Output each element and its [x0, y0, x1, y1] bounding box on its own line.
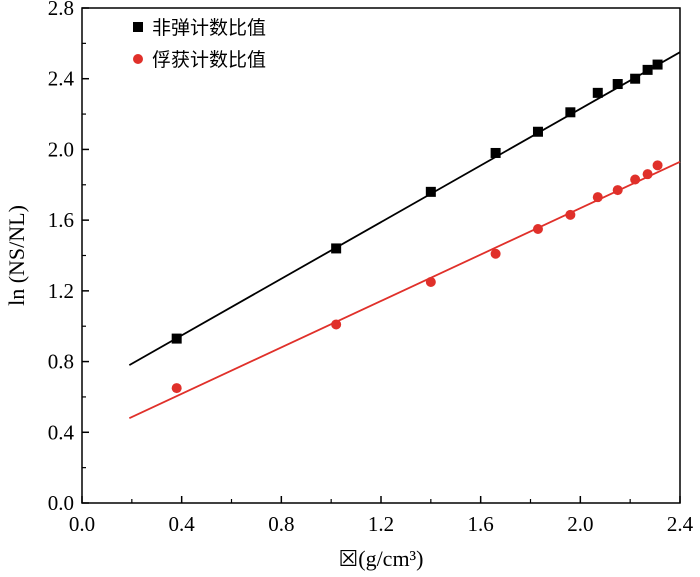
data-point-circle	[490, 248, 501, 259]
x-tick-label: 1.2	[368, 512, 394, 536]
y-tick-label: 2.4	[48, 67, 75, 91]
data-point-square	[592, 87, 603, 98]
legend-label: 非弹计数比值	[152, 17, 266, 39]
data-point-circle	[331, 319, 342, 330]
data-point-square	[565, 107, 576, 118]
data-point-square	[630, 73, 641, 84]
legend-marker-circle	[133, 54, 143, 64]
x-tick-label: 0.4	[169, 512, 196, 536]
data-point-square	[171, 333, 182, 344]
y-tick-label: 2.8	[48, 0, 74, 20]
x-tick-label: 2.0	[567, 512, 593, 536]
x-tick-label: 0.0	[69, 512, 95, 536]
x-tick-label: 2.4	[667, 512, 694, 536]
data-point-circle	[532, 223, 543, 234]
data-point-square	[331, 243, 342, 254]
data-point-circle	[171, 383, 182, 394]
data-point-circle	[592, 192, 603, 203]
data-point-circle	[642, 169, 653, 180]
data-point-square	[612, 79, 623, 90]
y-tick-label: 0.8	[48, 350, 74, 374]
data-point-circle	[612, 185, 623, 196]
x-tick-label: 1.6	[468, 512, 494, 536]
fit-line-1	[128, 160, 681, 419]
fit-line-0	[128, 51, 681, 366]
plot-area-frame	[81, 7, 681, 504]
data-point-circle	[652, 160, 663, 171]
data-point-circle	[630, 174, 641, 185]
axis-ticks: 0.0 0.4 0.8 1.2 1.6 2.0 2.4 0.0 0.4 0.8 1.2 1.6 2.0 2…	[48, 0, 694, 536]
data-point-square	[425, 186, 436, 197]
data-point-circle	[425, 277, 436, 288]
data-points	[171, 59, 663, 394]
data-point-square	[532, 126, 543, 137]
y-tick-label: 1.6	[48, 208, 74, 232]
x-axis-label: ☒(g/cm³)	[339, 546, 424, 571]
y-tick-label: 0.4	[48, 420, 75, 444]
data-point-circle	[565, 209, 576, 220]
y-tick-label: 0.0	[48, 491, 74, 515]
data-point-square	[490, 147, 501, 158]
y-axis-label: ln (NS/NL)	[4, 205, 29, 306]
data-point-square	[652, 59, 663, 70]
fit-lines	[128, 51, 681, 419]
y-tick-label: 1.2	[48, 279, 74, 303]
y-tick-label: 2.0	[48, 137, 74, 161]
data-point-square	[642, 64, 653, 75]
x-tick-label: 0.8	[268, 512, 294, 536]
legend-label: 俘获计数比值	[152, 49, 266, 71]
legend-marker-square	[133, 22, 143, 32]
